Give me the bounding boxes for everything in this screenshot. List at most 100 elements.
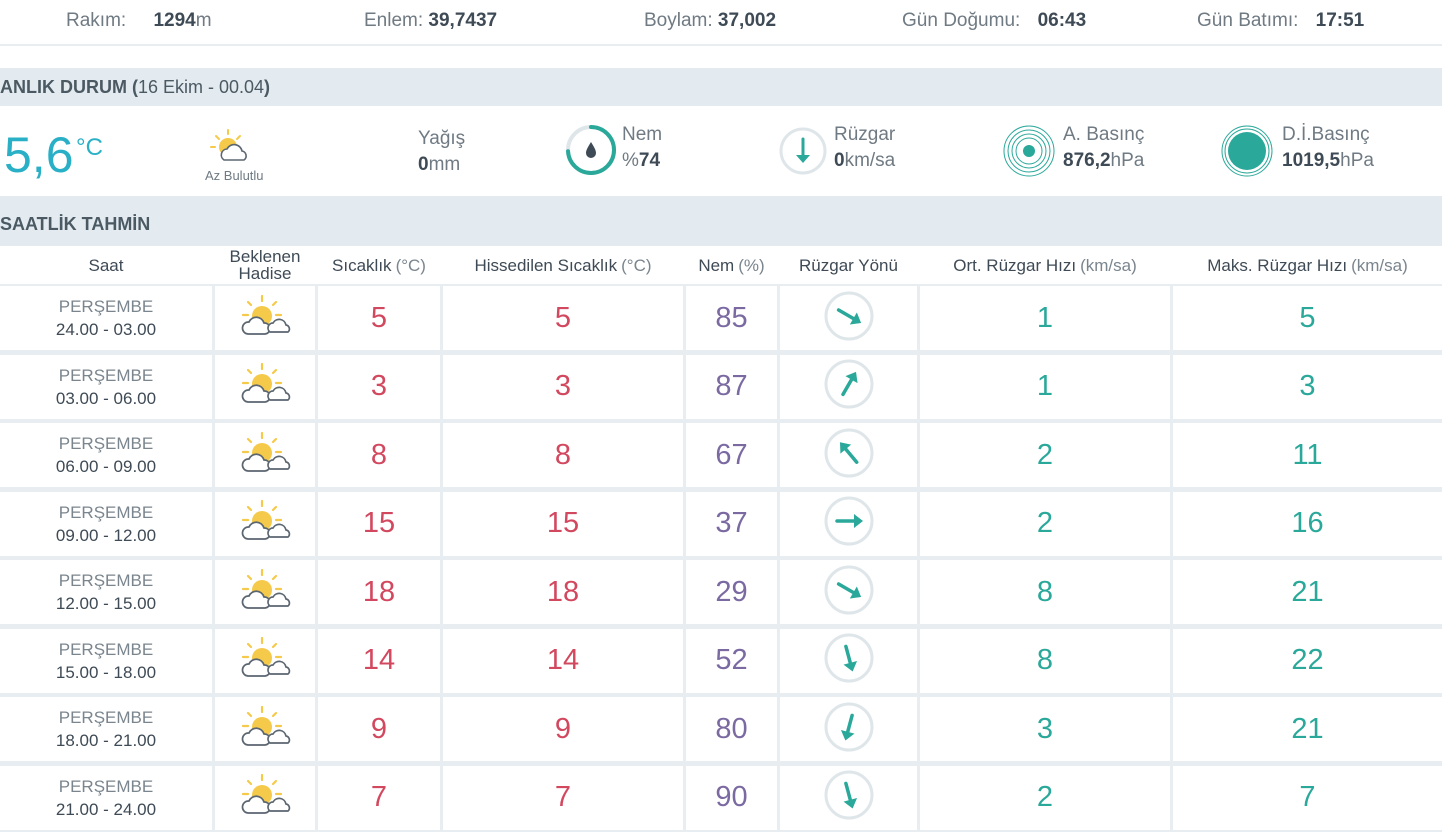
partly-cloudy-icon [238, 773, 292, 822]
col-feels-unit: (°C) [621, 255, 652, 275]
row-max-wind: 21 [1291, 575, 1324, 608]
wind-arrow-icon [823, 769, 875, 826]
humidity-amount: 74 [638, 150, 661, 171]
row-temp: 14 [362, 644, 396, 676]
row-max-wind: 21 [1291, 712, 1324, 745]
latitude-info: Enlem: 39,7437 [364, 10, 497, 32]
longitude-value: 37,002 [717, 10, 777, 31]
row-humidity: 85 [715, 301, 748, 334]
wind-dir-cell [780, 697, 917, 761]
max-wind-cell: 11 [1173, 423, 1442, 487]
sealevel-unit: hPa [1340, 150, 1374, 171]
wind-arrow-icon [823, 701, 875, 758]
humidity-cell: 87 [686, 354, 777, 419]
latitude-label: Enlem: [364, 10, 424, 31]
avg-wind-cell: 8 [920, 560, 1170, 624]
precip-unit: mm [428, 154, 461, 175]
humidity-cell: 29 [686, 560, 777, 624]
wind-dir-cell [780, 423, 917, 487]
wind-value: 0km/sa [834, 150, 895, 172]
latitude-value: 39,7437 [428, 10, 498, 31]
col-time: Saat [0, 246, 212, 284]
sunrise-label: Gün Doğumu: [902, 10, 1021, 31]
event-cell [215, 560, 315, 624]
partly-cloudy-icon [238, 431, 292, 480]
row-humidity: 29 [715, 575, 748, 608]
time-cell: PERŞEMBE 12.00 - 15.00 [0, 560, 212, 624]
row-temp: 18 [362, 575, 396, 608]
sunrise-value: 06:43 [1037, 10, 1087, 31]
row-temp: 5 [370, 301, 388, 334]
col-max-wind-unit: (km/sa) [1351, 255, 1408, 275]
altitude-label: Rakım: [66, 10, 127, 31]
wind-dir-cell [780, 628, 917, 693]
max-wind-cell: 21 [1173, 560, 1442, 624]
event-cell [215, 286, 315, 350]
row-day: PERŞEMBE [58, 639, 154, 659]
avg-wind-cell: 1 [920, 286, 1170, 350]
time-cell: PERŞEMBE 03.00 - 06.00 [0, 354, 212, 419]
partly-cloudy-icon [238, 294, 292, 343]
row-avg-wind: 8 [1036, 575, 1054, 608]
avg-wind-cell: 2 [920, 491, 1170, 556]
wind-dir-cell [780, 286, 917, 350]
time-cell: PERŞEMBE 09.00 - 12.00 [0, 491, 212, 556]
row-temp: 15 [362, 507, 396, 539]
wind-arrow-icon [823, 358, 875, 415]
max-wind-cell: 7 [1173, 765, 1442, 830]
row-max-wind: 16 [1291, 507, 1324, 539]
col-avg-wind: Ort. Rüzgar Hızı (km/sa) [920, 246, 1170, 284]
sunset-value: 17:51 [1315, 10, 1365, 31]
table-row: PERŞEMBE 15.00 - 18.00 14 14 52 8 22 [0, 627, 1442, 696]
humidity-cell: 52 [686, 628, 777, 693]
row-day: PERŞEMBE [58, 776, 154, 796]
humidity-prefix: % [622, 150, 639, 171]
sealevel-value: 1019,5hPa [1282, 150, 1374, 172]
partly-cloudy-icon [238, 636, 292, 685]
row-temp: 7 [370, 781, 388, 813]
row-day: PERŞEMBE [58, 502, 154, 522]
forecast-table-body: PERŞEMBE 24.00 - 03.00 5 5 85 1 5 PERŞEMBE 03.00… [0, 284, 1442, 832]
event-cell [215, 491, 315, 556]
row-avg-wind: 1 [1036, 370, 1054, 402]
row-feels: 14 [546, 644, 580, 676]
longitude-label: Boylam: [644, 10, 713, 31]
event-cell [215, 697, 315, 761]
table-row: PERŞEMBE 21.00 - 24.00 7 7 90 2 7 [0, 764, 1442, 832]
temp-cell: 15 [318, 491, 440, 556]
col-humidity-label: Nem [698, 255, 735, 275]
row-time-span: 03.00 - 06.00 [55, 388, 157, 408]
col-temp-unit: (°C) [395, 255, 426, 275]
humidity-label: Nem [622, 124, 663, 145]
wind-dir-cell [780, 491, 917, 556]
col-event: Beklenen Hadise [215, 246, 315, 284]
row-day: PERŞEMBE [58, 434, 154, 453]
pressure-value: 876,2hPa [1063, 150, 1144, 172]
current-title-close: ) [264, 77, 271, 97]
feels-cell: 15 [443, 491, 683, 556]
row-max-wind: 7 [1299, 781, 1316, 813]
current-title: ANLIK DURUM ( [0, 77, 138, 97]
altitude-unit: m [195, 10, 212, 31]
wind-dir-cell [780, 354, 917, 419]
row-feels: 7 [554, 781, 572, 813]
pressure-label: A. Basınç [1063, 124, 1145, 145]
wind-dir-cell [780, 765, 917, 830]
temp-cell: 14 [318, 628, 440, 693]
wind-arrow-icon [823, 290, 875, 347]
pressure-amount: 876,2 [1063, 150, 1111, 171]
humidity-cell: 80 [686, 697, 777, 761]
time-cell: PERŞEMBE 24.00 - 03.00 [0, 286, 212, 350]
row-feels: 3 [554, 370, 572, 402]
col-feels: Hissedilen Sıcaklık (°C) [443, 246, 683, 284]
row-time-span: 09.00 - 12.00 [55, 525, 157, 545]
row-time-span: 21.00 - 24.00 [55, 799, 157, 819]
partly-cloudy-icon [238, 362, 292, 411]
pressure-unit: hPa [1110, 150, 1145, 171]
event-cell [215, 628, 315, 693]
row-time-span: 15.00 - 18.00 [55, 662, 157, 682]
temp-cell: 8 [318, 423, 440, 487]
time-cell: PERŞEMBE 06.00 - 09.00 [0, 423, 212, 487]
col-wind-dir: Rüzgar Yönü [780, 246, 917, 284]
sunrise-info: Gün Doğumu: 06:43 [902, 10, 1086, 32]
